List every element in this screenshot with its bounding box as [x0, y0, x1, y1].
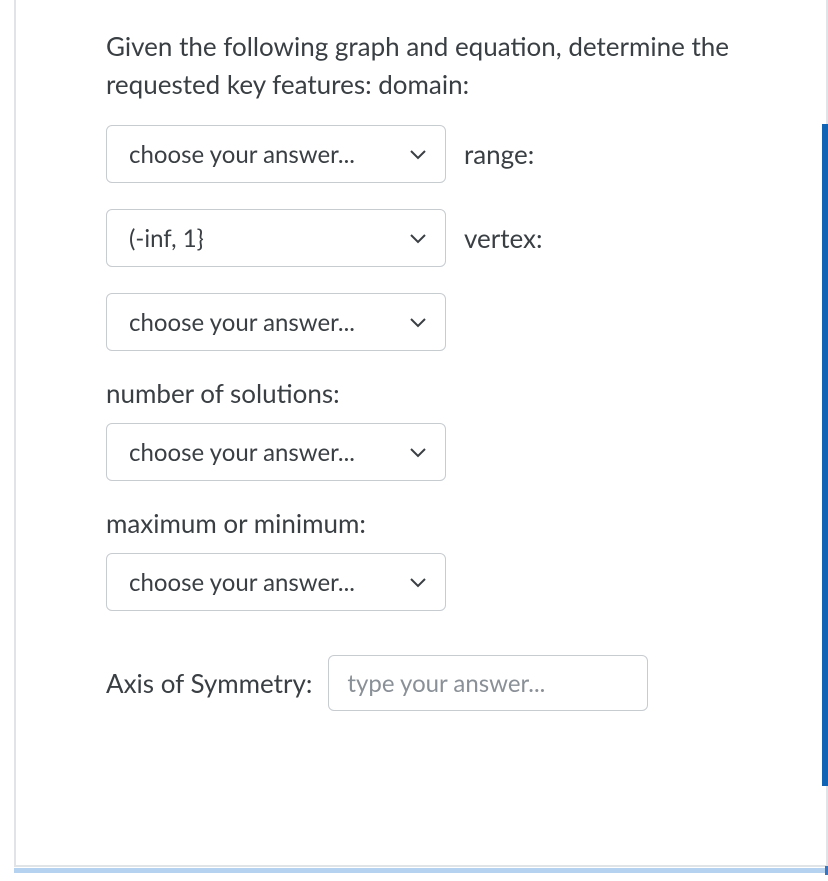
domain-select-label: choose your answer... — [129, 140, 355, 169]
solutions-row: choose your answer... — [106, 423, 752, 481]
solutions-select[interactable]: choose your answer... — [106, 423, 446, 481]
maxmin-row: choose your answer... — [106, 553, 752, 611]
chevron-down-icon — [409, 316, 427, 328]
scrollbar-accent — [822, 124, 828, 786]
axis-of-symmetry-label: Axis of Symmetry: — [106, 667, 312, 699]
chevron-down-icon — [409, 576, 427, 588]
question-prompt: Given the following graph and equation, … — [106, 28, 752, 103]
vertex-select[interactable]: choose your answer... — [106, 293, 446, 351]
chevron-down-icon — [409, 148, 427, 160]
maxmin-select[interactable]: choose your answer... — [106, 553, 446, 611]
solutions-heading: number of solutions: — [106, 377, 752, 409]
range-select[interactable]: (-inf, 1} — [106, 209, 446, 267]
solutions-select-label: choose your answer... — [129, 438, 355, 467]
range-select-label: (-inf, 1} — [129, 224, 204, 253]
progress-bar — [14, 868, 828, 873]
range-label: range: — [464, 138, 534, 170]
chevron-down-icon — [409, 446, 427, 458]
axis-row: Axis of Symmetry: — [106, 655, 752, 711]
range-row: (-inf, 1} vertex: — [106, 209, 752, 267]
axis-of-symmetry-input[interactable] — [328, 655, 648, 711]
vertex-select-label: choose your answer... — [129, 308, 355, 337]
maxmin-select-label: choose your answer... — [129, 568, 355, 597]
domain-row: choose your answer... range: — [106, 125, 752, 183]
vertex-label: vertex: — [464, 222, 543, 254]
question-panel: Given the following graph and equation, … — [14, 0, 828, 867]
chevron-down-icon — [409, 232, 427, 244]
vertex-row: choose your answer... — [106, 293, 752, 351]
maxmin-heading: maximum or minimum: — [106, 507, 752, 539]
domain-select[interactable]: choose your answer... — [106, 125, 446, 183]
